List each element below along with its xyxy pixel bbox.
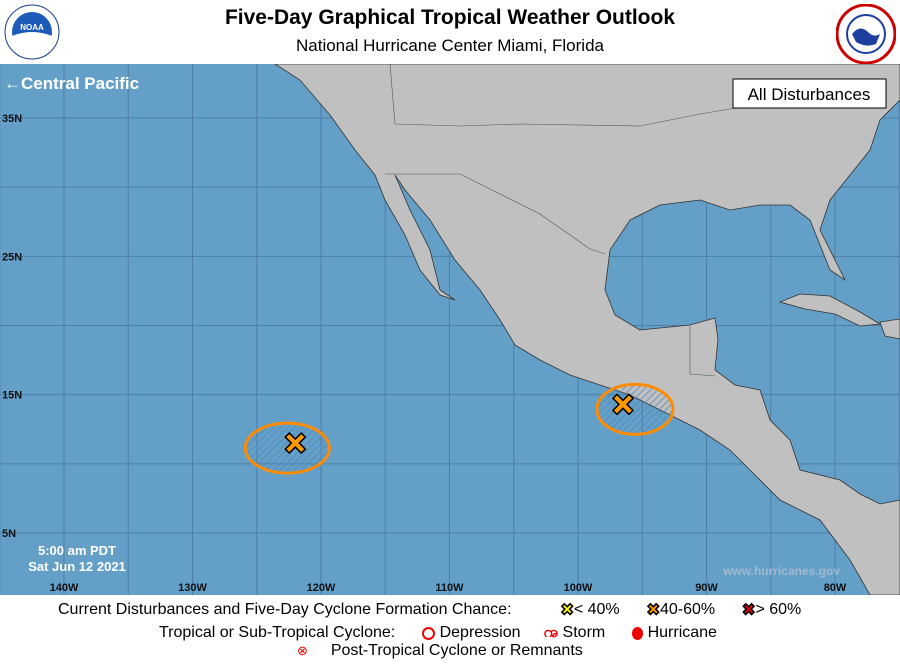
land-cuba — [778, 293, 882, 327]
legend-row-cyclone: Tropical or Sub-Tropical Cyclone: Depres… — [159, 621, 900, 645]
legend-formation-label: Current Disturbances and Five-Day Cyclon… — [58, 601, 512, 618]
disturbance-1[interactable] — [243, 421, 331, 475]
watermark: www.hurricanes.gov — [722, 564, 840, 578]
lon-label: 100W — [564, 582, 593, 594]
legend-low: < 40% — [573, 601, 620, 618]
timestamp-date: Sat Jun 12 2021 — [28, 559, 126, 574]
x-yellow-icon: ✖ — [560, 602, 574, 620]
page-subtitle: National Hurricane Center Miami, Florida — [295, 36, 604, 55]
outlook-map: 35N 25N 15N 5N 140W 130W 120W 110W 100W 90W 80W ←C… — [0, 64, 900, 595]
legend-row-formation: Current Disturbances and Five-Day Cyclon… — [58, 600, 900, 620]
legend-medium: 40-60% — [659, 601, 716, 618]
lat-label: 5N — [2, 528, 16, 540]
legend-storm: Storm — [562, 624, 606, 641]
disturbance-2[interactable] — [595, 382, 675, 436]
lon-label: 90W — [695, 582, 718, 594]
land-hispaniola — [879, 318, 900, 340]
noaa-logo: NOAA — [4, 4, 60, 65]
legend-row-post-tropical: ⊗ Post-Tropical Cyclone or Remnants — [297, 642, 900, 660]
lat-label: 25N — [2, 251, 22, 263]
legend-hurricane: Hurricane — [647, 624, 717, 641]
legend-post-tropical: Post-Tropical Cyclone or Remnants — [330, 642, 583, 659]
nws-logo — [835, 3, 897, 69]
legend-cyclone-label: Tropical or Sub-Tropical Cyclone: — [159, 624, 396, 641]
hurricane-icon — [632, 626, 644, 640]
x-orange-icon[interactable] — [611, 393, 635, 416]
view-label: All Disturbances — [748, 85, 871, 104]
timestamp-time: 5:00 am PDT — [38, 543, 116, 558]
land-north-america — [274, 64, 900, 595]
central-pacific-link[interactable]: ←Central Pacific — [4, 74, 139, 93]
formation-area — [595, 382, 675, 436]
view-label-box — [732, 78, 887, 109]
svg-text:NOAA: NOAA — [20, 23, 44, 32]
borders — [385, 64, 761, 377]
depression-icon — [422, 626, 436, 640]
lon-label: 80W — [824, 582, 847, 594]
lat-label: 15N — [2, 390, 22, 402]
legend-high: > 60% — [755, 601, 802, 618]
lon-label: 140W — [50, 582, 79, 594]
lat-label: 35N — [2, 113, 22, 125]
lon-label: 110W — [435, 582, 464, 594]
lon-label: 120W — [307, 582, 336, 594]
x-orange-icon[interactable] — [284, 432, 307, 455]
x-red-icon: ✖ — [742, 602, 756, 620]
lon-label: 130W — [178, 582, 207, 594]
post-tropical-icon: ⊗ — [297, 643, 308, 658]
page-title: Five-Day Graphical Tropical Weather Outl… — [224, 6, 676, 29]
legend-depression: Depression — [439, 624, 521, 641]
x-orange-icon: ✖ — [646, 602, 660, 620]
storm-icon: ꩠ — [543, 624, 559, 641]
